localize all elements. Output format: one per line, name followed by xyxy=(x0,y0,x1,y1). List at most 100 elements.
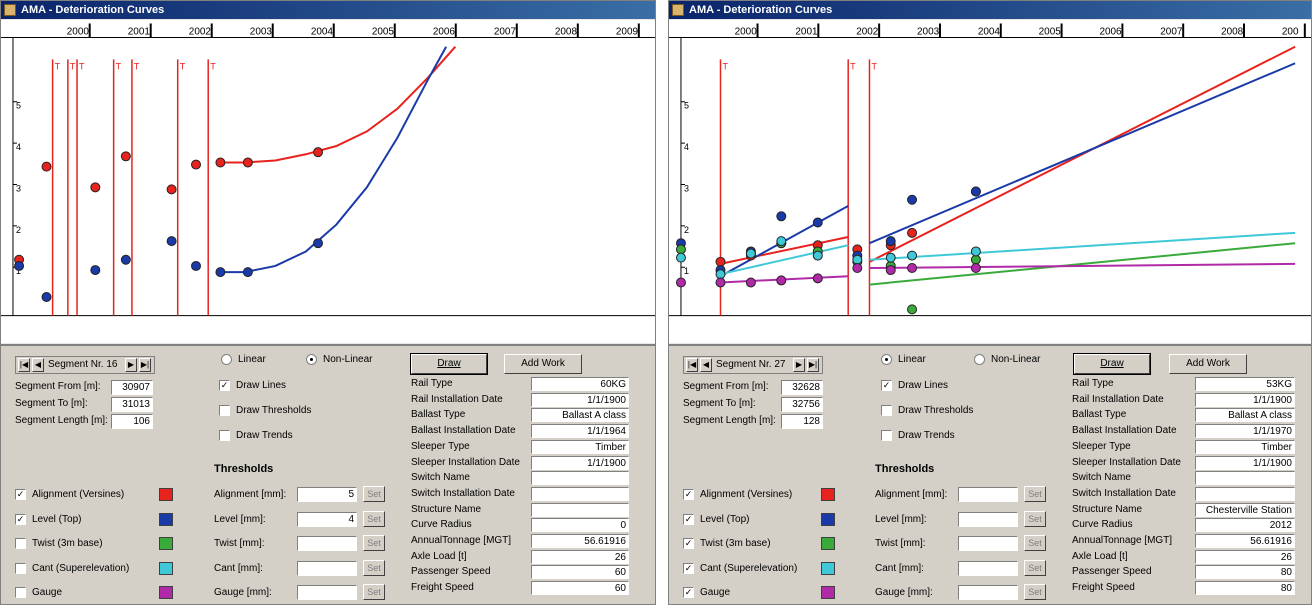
info-value[interactable]: 0 xyxy=(531,518,629,533)
first-segment-button[interactable]: |◀ xyxy=(18,358,30,372)
info-value[interactable] xyxy=(531,471,629,486)
param-checkbox[interactable] xyxy=(15,562,26,574)
threshold-input[interactable] xyxy=(297,585,357,600)
param-color-swatch[interactable] xyxy=(821,586,835,599)
next-segment-button[interactable]: ▶ xyxy=(125,358,137,372)
set-threshold-button[interactable]: Set xyxy=(363,486,385,502)
segment-to-input[interactable]: 32756 xyxy=(781,397,823,412)
linear-radio[interactable] xyxy=(881,354,892,365)
set-threshold-button[interactable]: Set xyxy=(363,559,385,576)
draw-button[interactable]: Draw xyxy=(410,353,488,375)
threshold-input[interactable]: 4 xyxy=(297,511,357,527)
param-checkbox[interactable] xyxy=(15,538,26,549)
prev-segment-button[interactable]: ◀ xyxy=(700,358,712,372)
info-value[interactable]: Timber xyxy=(531,439,629,454)
draw-lines-checkbox[interactable]: ✓ xyxy=(881,380,892,391)
info-value[interactable] xyxy=(1195,471,1295,486)
param-color-swatch[interactable] xyxy=(821,488,835,501)
info-value[interactable]: 56.61916 xyxy=(531,534,629,548)
param-checkbox[interactable]: ✓ xyxy=(15,513,26,525)
threshold-input[interactable] xyxy=(958,511,1018,527)
info-value[interactable]: 2012 xyxy=(1195,518,1295,533)
set-threshold-button[interactable]: Set xyxy=(1024,535,1046,551)
info-value[interactable]: 1/1/1900 xyxy=(1195,392,1295,407)
param-color-swatch[interactable] xyxy=(821,537,835,550)
param-color-swatch[interactable] xyxy=(159,537,173,550)
nonlinear-radio[interactable] xyxy=(306,354,317,365)
param-checkbox[interactable] xyxy=(15,587,26,598)
linear-radio[interactable] xyxy=(221,354,232,365)
draw-thresholds-checkbox[interactable] xyxy=(219,405,230,416)
param-checkbox[interactable]: ✓ xyxy=(15,489,26,500)
param-color-swatch[interactable] xyxy=(159,488,173,501)
left-title-bar[interactable]: AMA - Deterioration Curves xyxy=(1,1,655,19)
add-work-button[interactable]: Add Work xyxy=(504,354,582,374)
right-title-bar[interactable]: AMA - Deterioration Curves xyxy=(669,1,1311,19)
segment-length-input[interactable]: 128 xyxy=(781,414,823,429)
segment-from-input[interactable]: 32628 xyxy=(781,380,823,395)
segment-from-input[interactable]: 30907 xyxy=(111,380,153,395)
set-threshold-button[interactable]: Set xyxy=(1024,584,1046,600)
info-value[interactable]: Ballast A class xyxy=(531,408,629,423)
info-value[interactable]: 26 xyxy=(1195,549,1295,564)
info-value[interactable]: 1/1/1970 xyxy=(1195,424,1295,439)
set-threshold-button[interactable]: Set xyxy=(1024,510,1046,527)
set-threshold-button[interactable]: Set xyxy=(363,535,385,551)
info-value[interactable] xyxy=(531,486,629,501)
nonlinear-radio[interactable] xyxy=(974,354,985,365)
param-color-swatch[interactable] xyxy=(821,561,835,575)
draw-trends-checkbox[interactable] xyxy=(219,430,230,441)
info-value[interactable]: 60KG xyxy=(531,377,629,391)
threshold-input[interactable] xyxy=(297,536,357,551)
first-segment-button[interactable]: |◀ xyxy=(686,358,698,372)
info-value[interactable] xyxy=(531,502,629,517)
info-value[interactable] xyxy=(1195,486,1295,501)
threshold-input[interactable] xyxy=(958,487,1018,502)
info-value[interactable]: 1/1/1900 xyxy=(1195,455,1295,470)
param-checkbox[interactable]: ✓ xyxy=(683,562,694,574)
draw-button[interactable]: Draw xyxy=(1073,353,1151,375)
param-checkbox[interactable]: ✓ xyxy=(683,489,694,500)
info-value[interactable]: 60 xyxy=(531,565,629,580)
segment-to-input[interactable]: 31013 xyxy=(111,397,153,412)
add-work-button[interactable]: Add Work xyxy=(1169,354,1247,374)
param-color-swatch[interactable] xyxy=(159,561,173,575)
prev-segment-button[interactable]: ◀ xyxy=(32,358,44,372)
info-value[interactable]: 1/1/1900 xyxy=(531,455,629,470)
next-segment-button[interactable]: ▶ xyxy=(793,358,805,372)
threshold-input[interactable] xyxy=(958,585,1018,600)
info-value[interactable]: 80 xyxy=(1195,581,1295,596)
info-value[interactable]: 53KG xyxy=(1195,377,1295,391)
info-value[interactable]: 1/1/1900 xyxy=(531,392,629,407)
threshold-input[interactable] xyxy=(958,560,1018,576)
info-value[interactable]: 80 xyxy=(1195,565,1295,580)
info-value[interactable]: 60 xyxy=(531,581,629,596)
threshold-input[interactable]: 5 xyxy=(297,487,357,502)
param-checkbox[interactable]: ✓ xyxy=(683,587,694,598)
info-value[interactable]: 1/1/1964 xyxy=(531,424,629,439)
set-threshold-button[interactable]: Set xyxy=(1024,486,1046,502)
param-checkbox[interactable]: ✓ xyxy=(683,513,694,525)
set-threshold-button[interactable]: Set xyxy=(363,510,385,527)
info-value[interactable]: 56.61916 xyxy=(1195,534,1295,548)
info-value[interactable]: 26 xyxy=(531,549,629,564)
threshold-input[interactable] xyxy=(958,536,1018,551)
segment-length-input[interactable]: 106 xyxy=(111,414,153,429)
draw-trends-checkbox[interactable] xyxy=(881,430,892,441)
draw-lines-checkbox[interactable]: ✓ xyxy=(219,380,230,391)
info-value[interactable]: Ballast A class xyxy=(1195,408,1295,423)
set-threshold-button[interactable]: Set xyxy=(1024,559,1046,576)
param-color-swatch[interactable] xyxy=(821,512,835,526)
param-color-swatch[interactable] xyxy=(159,586,173,599)
last-segment-button[interactable]: ▶| xyxy=(807,358,819,372)
set-threshold-button[interactable]: Set xyxy=(363,584,385,600)
param-checkbox[interactable]: ✓ xyxy=(683,538,694,549)
info-value[interactable]: Timber xyxy=(1195,439,1295,454)
draw-thresholds-checkbox[interactable] xyxy=(881,405,892,416)
deterioration-curve xyxy=(869,242,1296,286)
last-segment-button[interactable]: ▶| xyxy=(139,358,151,372)
param-color-swatch[interactable] xyxy=(159,512,173,526)
treatment-marker: T xyxy=(55,61,61,71)
threshold-input[interactable] xyxy=(297,560,357,576)
info-value[interactable]: Chesterville Station xyxy=(1195,502,1295,517)
